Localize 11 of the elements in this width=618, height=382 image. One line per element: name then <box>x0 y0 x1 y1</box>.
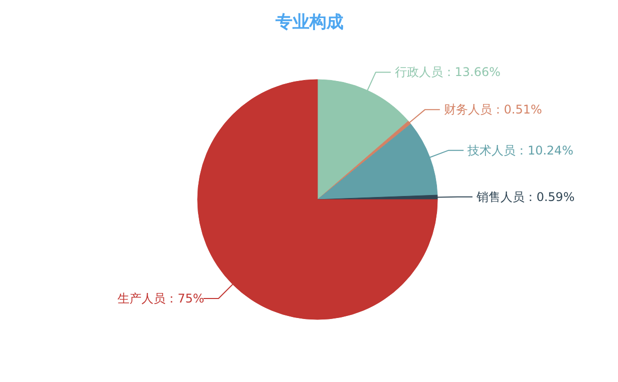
slice-label: 生产人员 <box>118 291 166 306</box>
data-label: ：10.24% <box>516 143 574 158</box>
data-label: ：0.59% <box>524 190 575 204</box>
slice-label: 销售人员 <box>475 190 524 204</box>
slice-label: 技术人员 <box>466 143 516 158</box>
data-label: ：75% <box>166 291 204 306</box>
data-label: ：13.66% <box>442 65 501 80</box>
data-label: ：0.51% <box>492 102 542 117</box>
slice-label: 行政人员 <box>394 65 443 80</box>
chart-title: 专业构成 <box>274 12 344 32</box>
slice-label: 财务人员 <box>444 102 492 117</box>
